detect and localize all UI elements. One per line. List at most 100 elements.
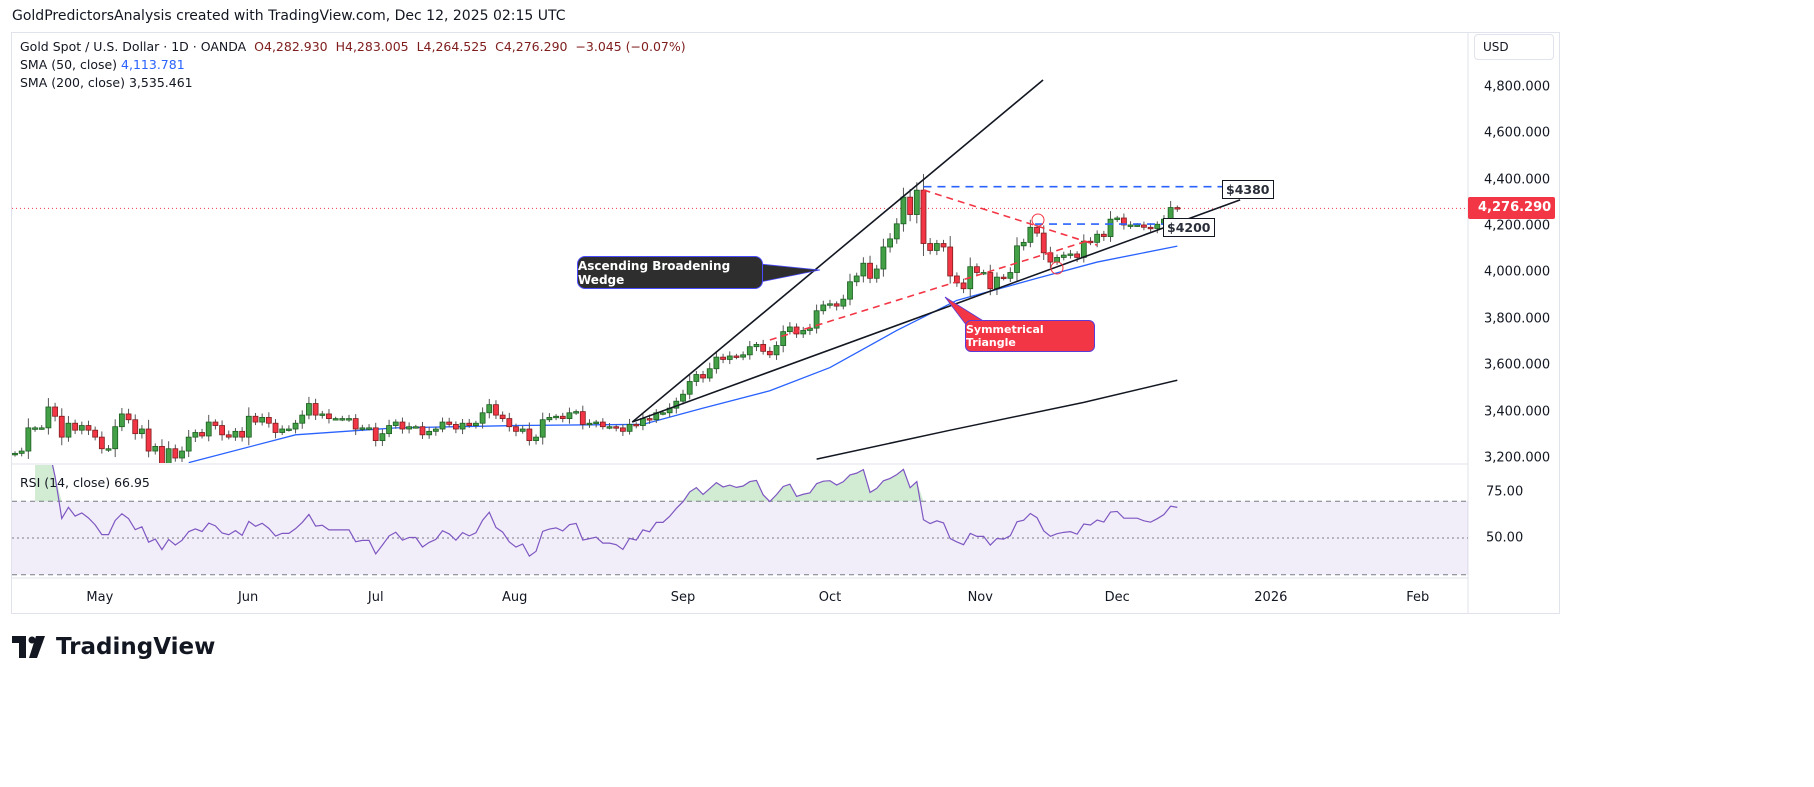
resistance-label[interactable]: $4380 [1222, 180, 1274, 199]
candle-body-up [773, 345, 780, 356]
time-axis-label: May [86, 590, 114, 605]
symbol-name[interactable]: Gold Spot / U.S. Dollar · 1D · OANDA [20, 39, 247, 54]
candle-body-up [713, 356, 720, 370]
tradingview-logo[interactable]: TradingView [12, 634, 215, 660]
candle-body-down [720, 356, 726, 360]
price-axis-label: 3,600.000 [1484, 357, 1551, 373]
support-label[interactable]: $4200 [1163, 218, 1215, 237]
candle-body-up [820, 304, 827, 312]
candle [366, 424, 372, 431]
triangle-callout[interactable]: Symmetrical Triangle [965, 320, 1095, 352]
candle-body-down [1174, 207, 1181, 210]
sma50-row[interactable]: SMA (50, close) 4,113.781 [20, 56, 686, 74]
candle-body-up [1060, 254, 1067, 258]
candle [326, 409, 332, 424]
candle [800, 326, 807, 338]
candle [118, 407, 125, 432]
candle-body-up [573, 411, 580, 414]
candle [1054, 254, 1060, 265]
time-axis-label: Aug [501, 590, 528, 605]
candle-body-up [686, 381, 693, 395]
candle [105, 445, 112, 452]
time-axis-label: Jul [367, 590, 384, 605]
time-axis-label: Jun [237, 590, 259, 605]
candle-body-up [746, 346, 753, 356]
candle-body-up [1014, 245, 1020, 273]
candle-body-up [205, 421, 212, 437]
candle [1000, 274, 1007, 281]
candle [907, 189, 914, 222]
candle [459, 418, 466, 435]
candle-body-down [613, 426, 620, 429]
candle-body-up [847, 281, 853, 300]
candle-body-down [92, 429, 99, 438]
candle [880, 238, 887, 277]
candle-body-up [593, 421, 600, 424]
candle-body-down [493, 404, 499, 416]
candle [426, 426, 433, 439]
candle-body-down [760, 343, 767, 352]
candle [92, 426, 99, 441]
candle [640, 414, 646, 431]
current-price-tag: 4,276.290 [1468, 197, 1555, 219]
candle-body-up [1054, 257, 1060, 263]
candle [412, 424, 419, 429]
candle-body-down [526, 428, 533, 442]
candle-body-up [726, 355, 733, 360]
candle [239, 427, 246, 442]
rsi-legend[interactable]: RSI (14, close) 66.95 [20, 474, 150, 492]
candle [1154, 221, 1161, 234]
rsi-line [51, 465, 1178, 557]
time-axis-label: Nov [967, 590, 993, 605]
wedge-callout[interactable]: Ascending Broadening Wedge [577, 256, 763, 289]
candle-body-down [947, 246, 954, 277]
candle [680, 389, 686, 405]
candle-body-down [326, 413, 332, 419]
candle-body-down [1120, 217, 1127, 226]
candle-body-up [432, 428, 439, 432]
candle [379, 429, 386, 446]
candle [132, 414, 139, 440]
candle [867, 255, 873, 284]
candle [974, 263, 980, 276]
candle-body-down [733, 355, 740, 358]
candle [827, 299, 833, 309]
sma200-row[interactable]: SMA (200, close) 3,535.461 [20, 74, 686, 92]
candle [1120, 213, 1127, 230]
currency-button[interactable]: USD [1474, 34, 1554, 60]
candle [499, 411, 506, 422]
candle [633, 422, 640, 429]
candle [446, 417, 453, 428]
candle-body-up [65, 422, 72, 438]
candle-body-up [78, 425, 85, 431]
candle-body-down [1047, 252, 1054, 263]
candle-body-down [446, 421, 453, 425]
candle-body-down [58, 415, 65, 438]
candle-body-down [125, 413, 132, 421]
candle [893, 218, 900, 244]
candle [1014, 237, 1020, 282]
candle [199, 428, 205, 439]
candle [613, 424, 620, 432]
candle [466, 418, 473, 428]
candle [713, 352, 720, 374]
candle [279, 425, 286, 436]
candle-body-up [1080, 240, 1087, 258]
candle [813, 304, 820, 334]
candle-body-up [359, 427, 366, 430]
candle [887, 233, 893, 253]
candle-body-down [252, 415, 259, 423]
rsi-label: RSI (14, close) [20, 475, 111, 490]
sma50-label: SMA (50, close) [20, 57, 118, 72]
candle-body-up [285, 428, 292, 431]
logo-text: TradingView [56, 634, 216, 660]
candle [58, 408, 65, 446]
candle-body-down [619, 427, 626, 432]
close-value: C4,276.290 [495, 39, 568, 54]
candle [766, 346, 773, 359]
candle-body-down [506, 418, 513, 428]
candle-body-up [813, 310, 820, 329]
candle [78, 421, 85, 435]
candle-body-down [1074, 253, 1081, 258]
